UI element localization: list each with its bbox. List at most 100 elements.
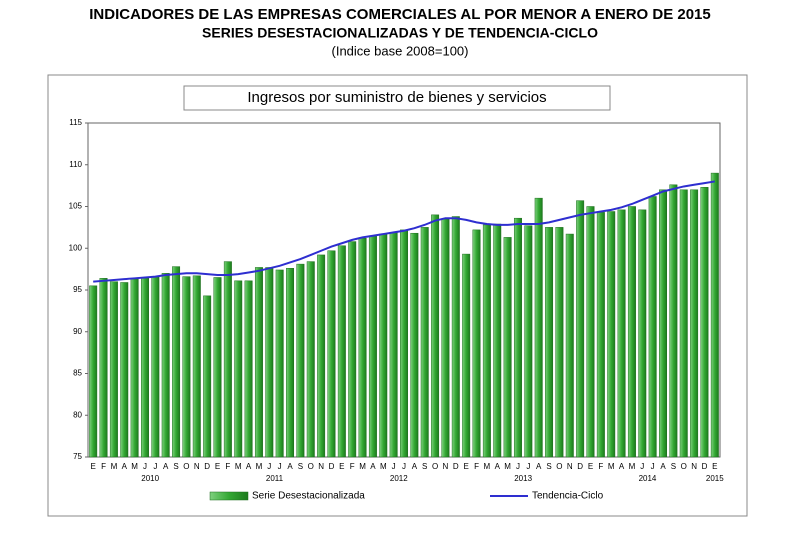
x-tick-label: N bbox=[318, 462, 324, 471]
x-tick-label: M bbox=[111, 462, 118, 471]
bar bbox=[213, 277, 222, 458]
x-tick-label: J bbox=[651, 462, 655, 471]
x-tick-label: M bbox=[484, 462, 491, 471]
y-tick-label: 100 bbox=[69, 243, 83, 252]
bar bbox=[286, 268, 295, 458]
x-tick-label: N bbox=[567, 462, 573, 471]
bar bbox=[534, 197, 543, 458]
x-tick-label: D bbox=[204, 462, 210, 471]
x-tick-label: M bbox=[504, 462, 511, 471]
x-tick-label: M bbox=[256, 462, 263, 471]
year-label: 2015 bbox=[706, 474, 724, 483]
x-tick-label: S bbox=[422, 462, 427, 471]
bar bbox=[576, 200, 585, 458]
y-tick-label: 110 bbox=[69, 160, 82, 169]
x-tick-label: O bbox=[432, 462, 438, 471]
legend-label: Serie Desestacionalizada bbox=[252, 491, 365, 502]
x-tick-label: F bbox=[474, 462, 479, 471]
bar bbox=[482, 224, 491, 458]
bar bbox=[348, 241, 357, 458]
bar bbox=[659, 189, 667, 458]
year-label: 2014 bbox=[639, 474, 657, 483]
x-tick-label: O bbox=[183, 462, 189, 471]
page-note: (Indice base 2008=100) bbox=[332, 43, 469, 58]
legend-swatch bbox=[209, 491, 249, 501]
y-tick-label: 80 bbox=[73, 410, 82, 419]
bar bbox=[368, 235, 377, 458]
x-tick-label: J bbox=[402, 462, 406, 471]
bar bbox=[151, 276, 160, 458]
x-tick-label: E bbox=[588, 462, 593, 471]
bar bbox=[327, 250, 336, 458]
bar bbox=[410, 232, 419, 458]
bar bbox=[89, 285, 98, 458]
y-tick-label: 85 bbox=[73, 369, 82, 378]
bar bbox=[586, 206, 595, 458]
x-tick-label: A bbox=[370, 462, 376, 471]
bar bbox=[420, 227, 429, 458]
x-tick-label: O bbox=[308, 462, 314, 471]
chart-title-box bbox=[183, 85, 611, 111]
bar bbox=[669, 184, 678, 458]
x-tick-label: A bbox=[122, 462, 128, 471]
bar bbox=[503, 237, 512, 458]
bar bbox=[627, 206, 636, 458]
x-tick-label: M bbox=[131, 462, 138, 471]
bar bbox=[607, 211, 616, 458]
year-label: 2013 bbox=[514, 474, 532, 483]
bar bbox=[617, 209, 626, 458]
x-tick-label: A bbox=[495, 462, 501, 471]
year-label: 2012 bbox=[390, 474, 408, 483]
x-tick-label: M bbox=[380, 462, 387, 471]
x-tick-label: J bbox=[640, 462, 644, 471]
x-tick-label: D bbox=[577, 462, 583, 471]
bar bbox=[700, 187, 709, 458]
x-tick-label: J bbox=[526, 462, 530, 471]
x-tick-label: F bbox=[350, 462, 355, 471]
x-tick-label: D bbox=[453, 462, 459, 471]
bar bbox=[192, 275, 201, 458]
y-tick-label: 95 bbox=[73, 285, 82, 294]
x-tick-label: J bbox=[153, 462, 157, 471]
bar bbox=[441, 218, 450, 458]
bar bbox=[565, 233, 574, 458]
x-tick-label: O bbox=[681, 462, 687, 471]
bar bbox=[120, 282, 129, 458]
bar bbox=[306, 261, 315, 458]
bar bbox=[545, 227, 554, 458]
bar bbox=[431, 214, 440, 458]
year-label: 2010 bbox=[141, 474, 159, 483]
bar bbox=[690, 189, 699, 458]
bar bbox=[234, 280, 243, 458]
y-tick-label: 90 bbox=[73, 327, 82, 336]
bar bbox=[472, 229, 481, 458]
x-tick-label: A bbox=[163, 462, 169, 471]
x-tick-label: S bbox=[298, 462, 303, 471]
bar bbox=[400, 229, 408, 458]
bar bbox=[296, 263, 305, 458]
bar bbox=[462, 253, 471, 458]
x-tick-label: S bbox=[546, 462, 551, 471]
x-tick-label: J bbox=[143, 462, 147, 471]
bar bbox=[379, 233, 388, 458]
x-tick-label: J bbox=[392, 462, 396, 471]
x-tick-label: E bbox=[91, 462, 96, 471]
x-tick-label: M bbox=[629, 462, 636, 471]
y-tick-label: 105 bbox=[69, 202, 83, 211]
x-tick-label: A bbox=[660, 462, 666, 471]
y-tick-label: 115 bbox=[69, 118, 82, 127]
bar bbox=[679, 189, 688, 458]
bar bbox=[182, 276, 191, 458]
legend-label: Tendencia-Ciclo bbox=[532, 491, 604, 502]
bar bbox=[109, 281, 118, 458]
bar bbox=[254, 267, 263, 458]
bar bbox=[648, 196, 657, 458]
bar bbox=[493, 223, 502, 458]
bar bbox=[265, 267, 274, 458]
bar bbox=[451, 216, 460, 458]
x-tick-label: A bbox=[619, 462, 625, 471]
x-tick-label: A bbox=[287, 462, 293, 471]
bar bbox=[141, 277, 149, 458]
x-tick-label: E bbox=[339, 462, 344, 471]
bar bbox=[513, 217, 522, 458]
